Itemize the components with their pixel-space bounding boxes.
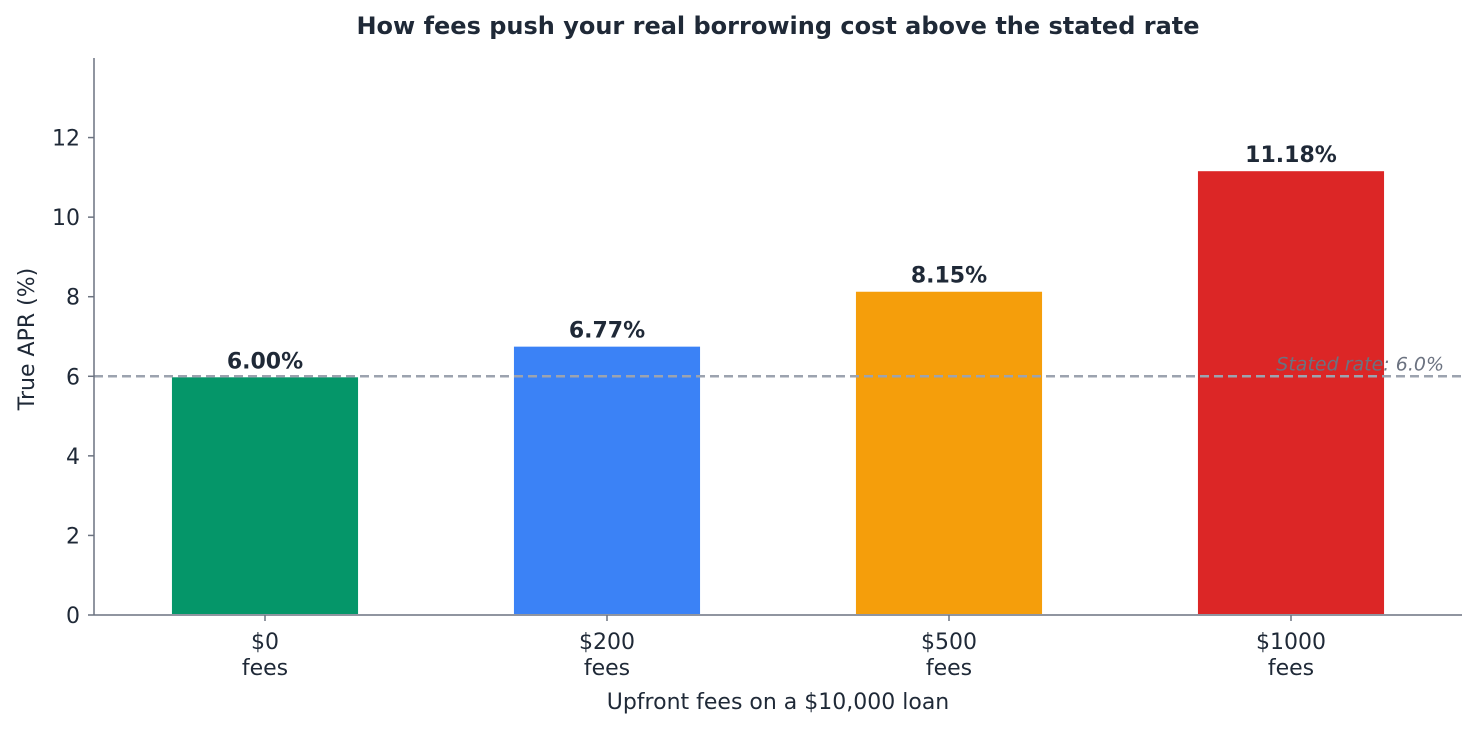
x-tick-label: $1000 bbox=[1256, 630, 1326, 655]
y-axis-label: True APR (%) bbox=[15, 268, 40, 411]
x-tick-label: fees bbox=[584, 656, 630, 681]
y-axis-ticks: 0 2 4 6 8 10 12 bbox=[52, 127, 94, 629]
stated-rate-label: Stated rate: 6.0% bbox=[1276, 353, 1444, 375]
y-tick-label: 6 bbox=[66, 365, 80, 390]
chart-title: How fees push your real borrowing cost a… bbox=[356, 12, 1199, 40]
bar bbox=[169, 375, 361, 616]
y-tick-label: 10 bbox=[52, 206, 80, 231]
value-labels-layer: 6.00% 6.77% 8.15% 11.18% bbox=[227, 143, 1337, 374]
bar-value-label: 6.00% bbox=[227, 349, 303, 374]
bars-layer bbox=[169, 169, 1387, 616]
y-tick-label: 12 bbox=[52, 127, 80, 152]
x-axis-label: Upfront fees on a $10,000 loan bbox=[607, 690, 950, 715]
bar bbox=[511, 344, 703, 616]
y-tick-label: 8 bbox=[66, 286, 80, 311]
reference-line-layer: Stated rate: 6.0% bbox=[94, 353, 1462, 378]
bar bbox=[1195, 169, 1387, 616]
bar-value-label: 8.15% bbox=[911, 264, 987, 289]
x-tick-label: fees bbox=[1268, 656, 1314, 681]
bar-value-label: 11.18% bbox=[1245, 143, 1337, 168]
bar-value-label: 6.77% bbox=[569, 319, 645, 344]
x-tick-label: $0 bbox=[251, 630, 279, 655]
x-tick-label: $500 bbox=[921, 630, 977, 655]
y-tick-label: 4 bbox=[66, 445, 80, 470]
bar bbox=[853, 289, 1045, 616]
x-tick-label: fees bbox=[242, 656, 288, 681]
x-tick-label: $200 bbox=[579, 630, 635, 655]
y-tick-label: 2 bbox=[66, 524, 80, 549]
y-tick-label: 0 bbox=[66, 604, 80, 629]
x-tick-label: fees bbox=[926, 656, 972, 681]
